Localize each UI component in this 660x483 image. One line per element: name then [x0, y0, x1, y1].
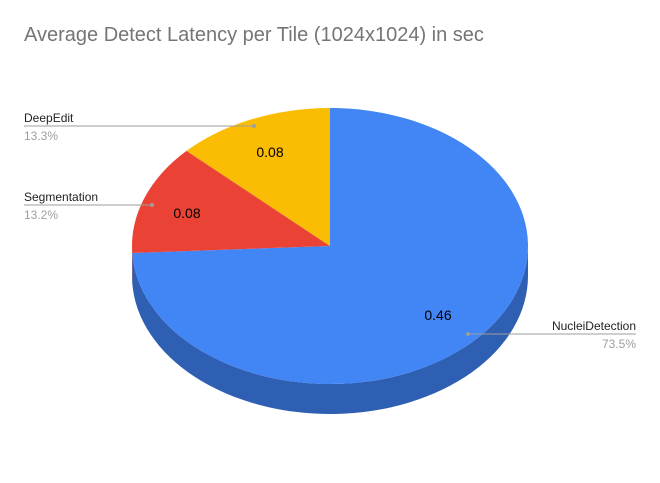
pie-value-label-nucleidetection: 0.46 — [424, 307, 451, 323]
callout-label-segmentation: Segmentation — [24, 190, 98, 204]
callout-label-deepedit: DeepEdit — [24, 111, 74, 125]
pie-callouts: NucleiDetection 73.5% Segmentation 13.2% Dee… — [24, 111, 636, 351]
callout-dot-segmentation — [150, 203, 154, 207]
pie-slices — [132, 108, 528, 384]
chart-title: Average Detect Latency per Tile (1024x10… — [24, 24, 484, 46]
pie-side-nucleidetection — [132, 246, 528, 415]
callout-percent-deepedit: 13.3% — [24, 129, 58, 143]
callout-percent-nucleidetection: 73.5% — [602, 337, 636, 351]
pie-slice-segmentation[interactable] — [132, 150, 330, 253]
pie-slice-nucleidetection[interactable] — [132, 108, 528, 384]
callout-percent-segmentation: 13.2% — [24, 208, 58, 222]
pie-side-walls — [132, 246, 528, 415]
pie-value-labels: 0.46 0.08 0.08 — [173, 144, 451, 323]
pie-value-label-segmentation: 0.08 — [173, 205, 200, 221]
callout-label-nucleidetection: NucleiDetection — [552, 319, 636, 333]
callout-dot-deepedit — [252, 124, 256, 128]
pie-value-label-deepedit: 0.08 — [256, 144, 283, 160]
callout-dot-nucleidetection — [466, 332, 470, 336]
pie-slice-deepedit[interactable] — [186, 108, 330, 246]
